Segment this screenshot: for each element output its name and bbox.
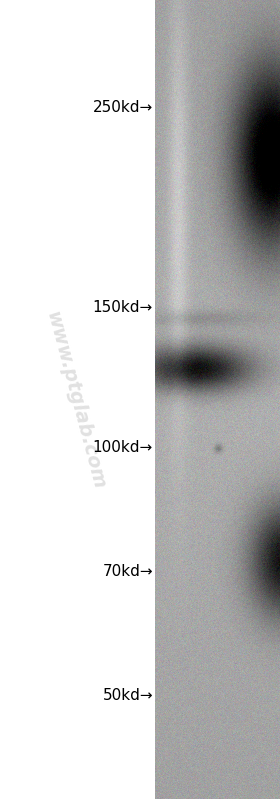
- Text: 150kd→: 150kd→: [93, 300, 153, 316]
- Text: www.ptglab.com: www.ptglab.com: [42, 308, 108, 491]
- Text: 100kd→: 100kd→: [93, 440, 153, 455]
- Text: 70kd→: 70kd→: [102, 565, 153, 579]
- Text: 50kd→: 50kd→: [102, 687, 153, 702]
- Text: 250kd→: 250kd→: [93, 101, 153, 116]
